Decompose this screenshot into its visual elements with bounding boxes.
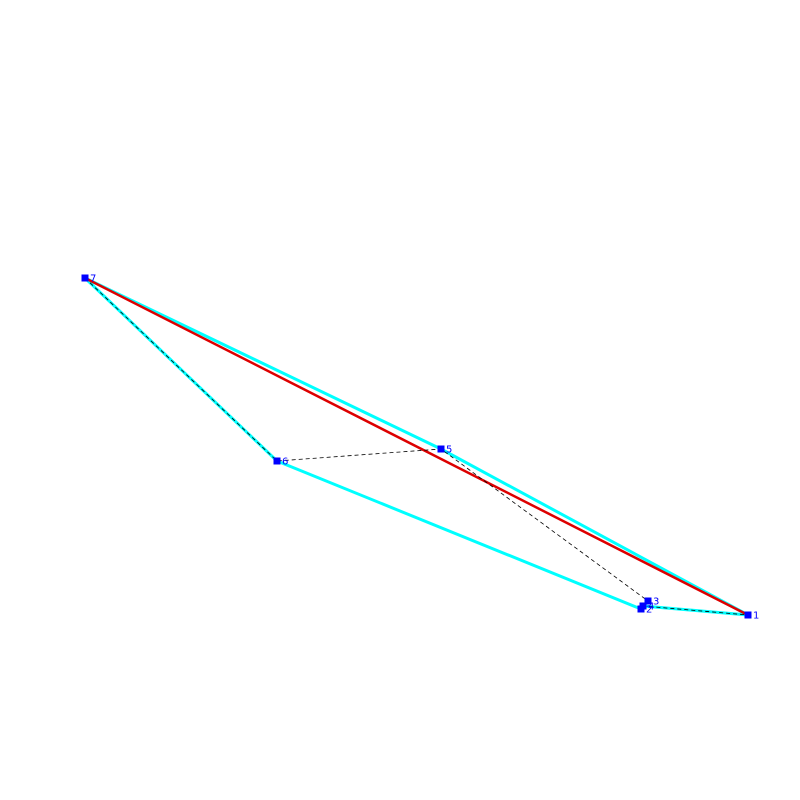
vertex-label-7: 7 — [90, 274, 96, 285]
polygon-edge-5-7 — [83, 276, 443, 451]
vertex-marker-7 — [81, 274, 89, 282]
vertex-marker-6 — [273, 457, 281, 465]
vertex-label-1: 1 — [753, 611, 759, 622]
vertex-marker-3 — [644, 597, 652, 605]
highlight-edges-layer — [83, 276, 750, 617]
vertex-labels-layer: 1 234 5 6 7 — [90, 274, 759, 622]
vertex-label-5: 5 — [446, 445, 452, 456]
polygon-edge-6-2 — [275, 459, 643, 611]
vertex-label-6: 6 — [282, 457, 288, 468]
vertex-marker-1 — [744, 611, 752, 619]
polygon-edge-1-5 — [439, 447, 750, 617]
vertex-label-2: 2 — [646, 605, 652, 616]
vertices-layer — [81, 274, 752, 619]
polygon-edge-4-1 — [641, 604, 750, 617]
vertex-label-4: 4 — [648, 602, 654, 613]
vertex-marker-5 — [437, 445, 445, 453]
highlight-edge-7-1 — [83, 276, 750, 617]
vertex-label-3: 3 — [653, 597, 659, 608]
vertex-marker-4 — [639, 602, 647, 610]
